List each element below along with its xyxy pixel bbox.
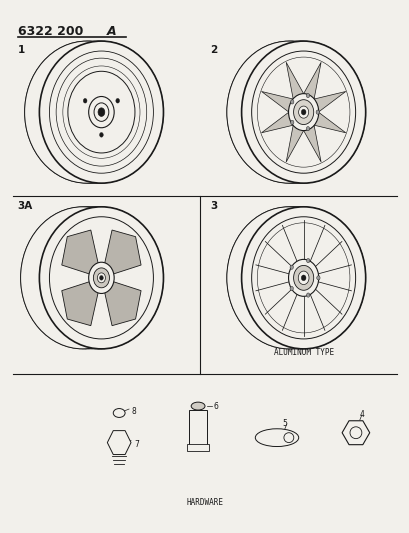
Ellipse shape: [83, 99, 87, 103]
Text: DISC TYPE: DISC TYPE: [81, 170, 122, 179]
Polygon shape: [313, 112, 345, 133]
Ellipse shape: [306, 293, 309, 297]
Ellipse shape: [288, 260, 318, 296]
Ellipse shape: [68, 71, 135, 153]
Ellipse shape: [289, 265, 293, 269]
Ellipse shape: [290, 100, 293, 104]
Text: 3: 3: [209, 201, 217, 211]
Ellipse shape: [315, 110, 319, 114]
Circle shape: [349, 427, 361, 439]
Ellipse shape: [241, 207, 365, 349]
Ellipse shape: [289, 286, 293, 290]
Text: 6: 6: [213, 401, 218, 410]
Text: 1: 1: [18, 45, 25, 55]
Ellipse shape: [301, 109, 305, 115]
Ellipse shape: [99, 133, 103, 137]
Ellipse shape: [298, 271, 308, 285]
Ellipse shape: [25, 41, 148, 183]
FancyBboxPatch shape: [187, 443, 209, 451]
Polygon shape: [303, 125, 320, 162]
Ellipse shape: [99, 276, 103, 280]
Ellipse shape: [94, 103, 108, 122]
Polygon shape: [285, 125, 303, 162]
Ellipse shape: [20, 207, 144, 349]
Ellipse shape: [93, 268, 109, 288]
Ellipse shape: [97, 273, 105, 283]
Text: HARDWARE: HARDWARE: [186, 498, 223, 507]
Text: 3A: 3A: [18, 201, 33, 211]
Ellipse shape: [293, 265, 313, 290]
Ellipse shape: [226, 207, 350, 349]
Polygon shape: [261, 92, 292, 112]
Ellipse shape: [241, 41, 365, 183]
Polygon shape: [303, 62, 320, 99]
Ellipse shape: [290, 120, 293, 125]
Polygon shape: [104, 281, 141, 326]
Polygon shape: [341, 421, 369, 445]
Polygon shape: [104, 230, 141, 274]
Ellipse shape: [116, 99, 119, 103]
Ellipse shape: [293, 100, 313, 125]
Ellipse shape: [306, 93, 309, 98]
Ellipse shape: [39, 41, 163, 183]
FancyBboxPatch shape: [189, 410, 207, 448]
Polygon shape: [261, 112, 292, 133]
Text: 7: 7: [134, 440, 139, 449]
Ellipse shape: [113, 409, 125, 417]
Ellipse shape: [301, 275, 305, 281]
Text: 4: 4: [359, 410, 364, 419]
Ellipse shape: [191, 402, 204, 410]
Polygon shape: [62, 230, 99, 274]
Ellipse shape: [255, 429, 298, 447]
Text: 5: 5: [281, 419, 286, 429]
Ellipse shape: [39, 207, 163, 349]
Ellipse shape: [298, 106, 308, 118]
Ellipse shape: [226, 41, 350, 183]
Polygon shape: [313, 92, 345, 112]
Polygon shape: [62, 281, 99, 326]
Text: 6322 200: 6322 200: [18, 25, 83, 38]
Text: 8: 8: [131, 407, 135, 416]
Ellipse shape: [98, 108, 105, 116]
Text: A: A: [106, 25, 116, 38]
Ellipse shape: [88, 262, 114, 294]
Text: ALUMINUM TYPE: ALUMINUM TYPE: [273, 348, 333, 357]
Ellipse shape: [306, 126, 309, 131]
Polygon shape: [107, 431, 131, 455]
Polygon shape: [285, 62, 303, 99]
Ellipse shape: [88, 96, 114, 128]
Text: 2: 2: [209, 45, 217, 55]
Circle shape: [283, 433, 293, 442]
Ellipse shape: [316, 276, 319, 280]
Text: SPOKE TYPE: SPOKE TYPE: [280, 170, 326, 179]
Ellipse shape: [306, 259, 309, 263]
Ellipse shape: [288, 94, 318, 131]
